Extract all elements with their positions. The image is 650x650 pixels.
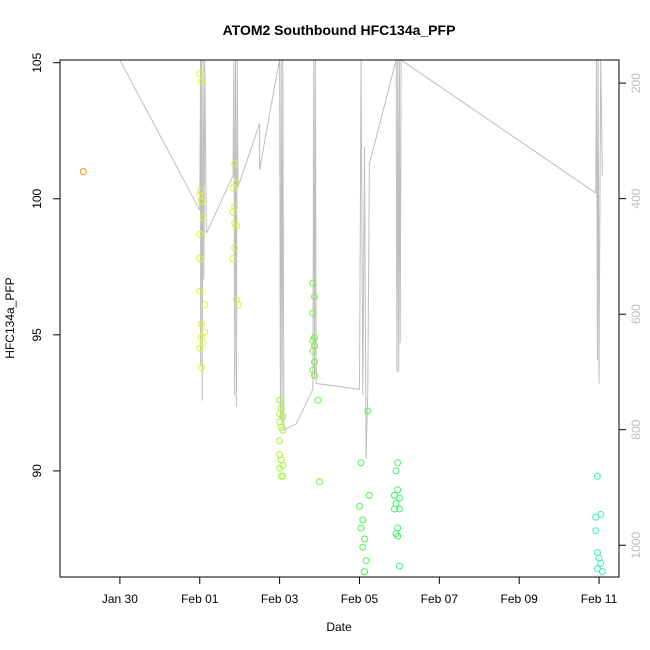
x-axis: Jan 30 Feb 01 Feb 03 Feb 05 Feb 07 Feb 09 Feb …	[102, 577, 618, 606]
data-point	[314, 396, 322, 404]
data-point	[201, 328, 209, 336]
data-point	[229, 208, 237, 216]
data-point	[197, 198, 205, 205]
x-tick-label: Feb 11	[581, 592, 618, 606]
chart-title: ATOM2 Southbound HFC134a_PFP	[223, 22, 456, 38]
data-point	[197, 320, 205, 328]
data-point	[390, 505, 398, 513]
data-point	[279, 472, 287, 480]
x-tick-label: Feb 01	[181, 592, 219, 606]
data-point	[232, 222, 240, 230]
data-point	[196, 230, 204, 238]
data-point	[365, 491, 373, 499]
data-point	[231, 159, 239, 167]
y2-tick-label: 600	[629, 304, 643, 324]
y-tick-label: 95	[30, 328, 44, 342]
y-tick-label: 100	[30, 188, 44, 208]
y2-tick-label: 200	[629, 73, 643, 93]
data-point	[394, 486, 402, 494]
data-point	[357, 524, 365, 532]
data-point	[279, 413, 287, 420]
data-point	[598, 568, 606, 576]
data-point	[309, 347, 317, 355]
data-point	[199, 339, 207, 347]
data-points	[79, 70, 606, 576]
data-point	[394, 532, 402, 540]
data-point	[309, 309, 317, 317]
y2-tick-label: 400	[629, 188, 643, 208]
data-point	[229, 255, 237, 263]
x-tick-label: Feb 05	[341, 592, 379, 606]
data-point	[234, 301, 242, 309]
data-point	[229, 184, 237, 192]
data-point	[276, 437, 284, 445]
pressure-trace	[119, 59, 603, 459]
data-point	[276, 464, 284, 472]
data-point	[196, 344, 204, 352]
x-tick-label: Feb 09	[500, 592, 538, 606]
data-point	[361, 535, 368, 543]
y-tick-label: 90	[30, 464, 44, 478]
plot-frame	[59, 59, 620, 578]
data-point	[395, 494, 403, 502]
y-axis-label: HFC134a_PFP	[3, 277, 17, 358]
data-point	[356, 502, 363, 510]
data-point	[196, 70, 204, 78]
y2-tick-label: 800	[629, 419, 643, 439]
data-point	[395, 562, 403, 570]
data-point	[597, 559, 605, 567]
data-point	[392, 467, 400, 475]
y2-axis: 200 400 600 800 1000	[619, 73, 643, 559]
data-point	[197, 78, 205, 86]
data-point	[597, 510, 605, 518]
x-tick-label: Feb 03	[261, 592, 299, 606]
data-point	[231, 244, 239, 252]
data-point	[197, 364, 205, 371]
x-tick-label: Jan 30	[102, 592, 138, 606]
data-point	[201, 301, 209, 309]
data-point	[311, 293, 318, 301]
x-axis-label: Date	[326, 620, 352, 634]
data-point	[593, 472, 601, 480]
data-point	[361, 568, 368, 576]
data-point	[359, 543, 367, 551]
data-point	[309, 279, 317, 287]
x-tick-label: Feb 07	[421, 592, 459, 606]
data-point	[279, 426, 287, 434]
data-point	[359, 516, 367, 524]
data-point	[311, 358, 318, 366]
data-point	[311, 372, 318, 380]
data-point	[362, 557, 370, 565]
data-point	[316, 478, 323, 486]
data-point	[592, 527, 600, 535]
data-point	[394, 459, 402, 467]
y-axis: 90 95 100 105	[30, 52, 60, 478]
data-point	[395, 505, 403, 513]
y2-tick-label: 1000	[629, 532, 643, 559]
data-point	[196, 255, 204, 263]
data-point	[364, 407, 372, 415]
data-point	[79, 168, 87, 176]
data-point	[276, 396, 284, 404]
pressure-line	[119, 59, 603, 459]
y-tick-label: 105	[30, 52, 44, 72]
data-point	[196, 287, 204, 295]
data-point	[357, 459, 365, 467]
data-point	[232, 178, 240, 186]
data-point	[199, 214, 207, 222]
